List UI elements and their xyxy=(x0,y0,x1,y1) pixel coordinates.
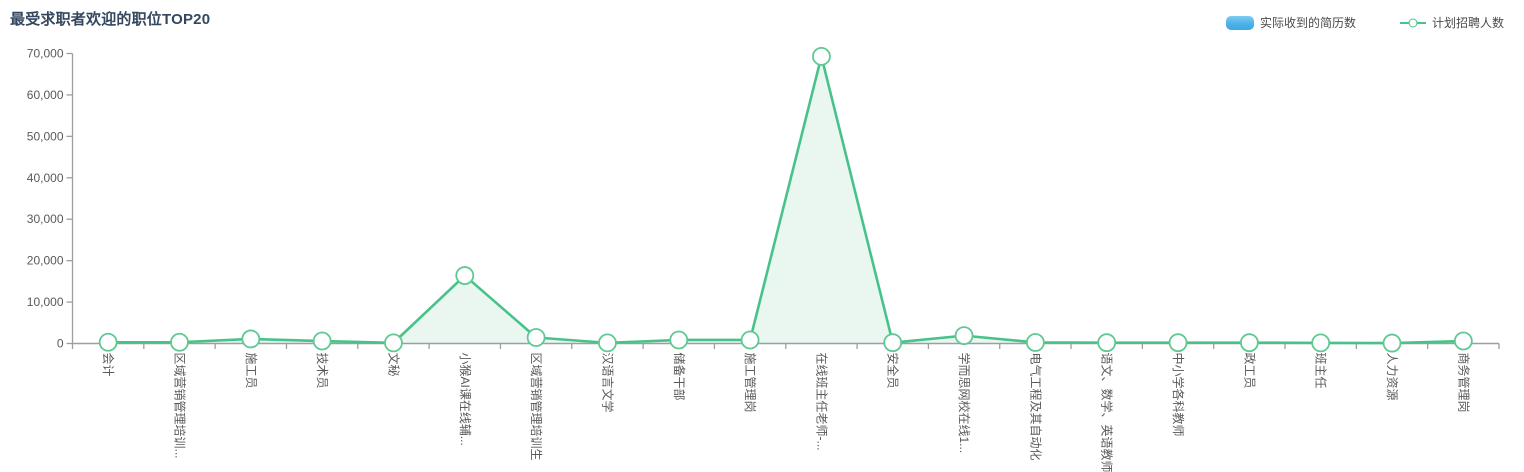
legend-item-resumes[interactable]: 实际收到的简历数 xyxy=(1225,14,1356,31)
data-point-marker[interactable] xyxy=(455,266,475,285)
y-axis-label: 50,000 xyxy=(27,129,64,143)
data-point-marker[interactable] xyxy=(1168,333,1188,353)
x-axis-label: 文秘 xyxy=(386,353,401,377)
data-point-marker[interactable] xyxy=(883,333,903,353)
legend-item-planned-hires[interactable]: 计划招聘人数 xyxy=(1399,14,1504,31)
data-point-marker[interactable] xyxy=(812,47,831,66)
x-axis-label: 语文、数学、英语教师 xyxy=(1100,353,1115,472)
x-axis-label: 安全员 xyxy=(886,353,901,389)
x-axis-label: 技术员 xyxy=(315,353,329,389)
chart-title: 最受求职者欢迎的职位TOP20 xyxy=(10,11,211,28)
data-point-marker[interactable] xyxy=(526,328,546,347)
x-axis-label: 中小学各科教师 xyxy=(1171,353,1186,437)
data-point-marker[interactable] xyxy=(1453,331,1473,351)
y-axis-label: 20,000 xyxy=(27,254,64,268)
x-axis-label: 会计 xyxy=(101,353,115,377)
x-axis-label: 在线班主任老师-... xyxy=(814,353,828,451)
y-axis-label: 40,000 xyxy=(27,171,64,185)
legend-label-planned-hires: 计划招聘人数 xyxy=(1431,16,1504,30)
x-axis-label: 学而思网校在线1... xyxy=(957,353,972,454)
y-axis-label: 10,000 xyxy=(27,295,64,309)
data-point-marker[interactable] xyxy=(1097,333,1117,353)
data-point-marker[interactable] xyxy=(740,330,760,350)
x-axis-label: 施工员 xyxy=(244,353,258,389)
y-axis-label: 60,000 xyxy=(27,88,64,102)
x-axis-label: 储备干部 xyxy=(672,353,687,401)
data-point-marker[interactable] xyxy=(1025,333,1045,352)
x-axis-label: 商务管理岗 xyxy=(1456,353,1471,413)
x-axis-label: 人力资源 xyxy=(1385,353,1399,401)
x-axis-label: 电气工程及其自动化 xyxy=(1028,353,1043,461)
x-axis-label: 政工员 xyxy=(1242,353,1256,389)
x-axis-label: 汉语言文学 xyxy=(600,353,615,413)
y-axis-label: 30,000 xyxy=(27,212,64,226)
data-point-marker[interactable] xyxy=(598,333,617,353)
legend-label-resumes: 实际收到的简历数 xyxy=(1259,16,1356,30)
x-axis-label: 区域营销管理培训生 xyxy=(529,353,544,461)
data-point-marker[interactable] xyxy=(1239,333,1259,353)
data-point-marker[interactable] xyxy=(1311,333,1331,353)
line-series-swatch-icon xyxy=(1399,18,1426,27)
x-axis-label: 小猴AI课在线辅... xyxy=(458,353,472,446)
data-point-marker[interactable] xyxy=(1382,333,1402,353)
data-point-marker[interactable] xyxy=(312,331,332,351)
data-point-marker[interactable] xyxy=(170,332,189,352)
data-point-marker[interactable] xyxy=(669,330,689,350)
data-point-marker[interactable] xyxy=(384,333,403,353)
x-axis-label: 区域营销管理培训... xyxy=(172,353,187,459)
x-axis-label: 施工管理岗 xyxy=(743,353,758,413)
x-axis-label: 班主任 xyxy=(1314,353,1328,389)
data-point-marker[interactable] xyxy=(241,329,261,349)
data-point-marker[interactable] xyxy=(954,326,974,346)
data-point-marker[interactable] xyxy=(98,332,118,352)
y-axis-label: 70,000 xyxy=(27,47,64,61)
y-axis-label: 0 xyxy=(57,337,64,351)
legend: 实际收到的简历数 计划招聘人数 xyxy=(1225,14,1504,31)
line-series-path xyxy=(106,55,1465,345)
bar-series-swatch-icon xyxy=(1225,15,1254,30)
